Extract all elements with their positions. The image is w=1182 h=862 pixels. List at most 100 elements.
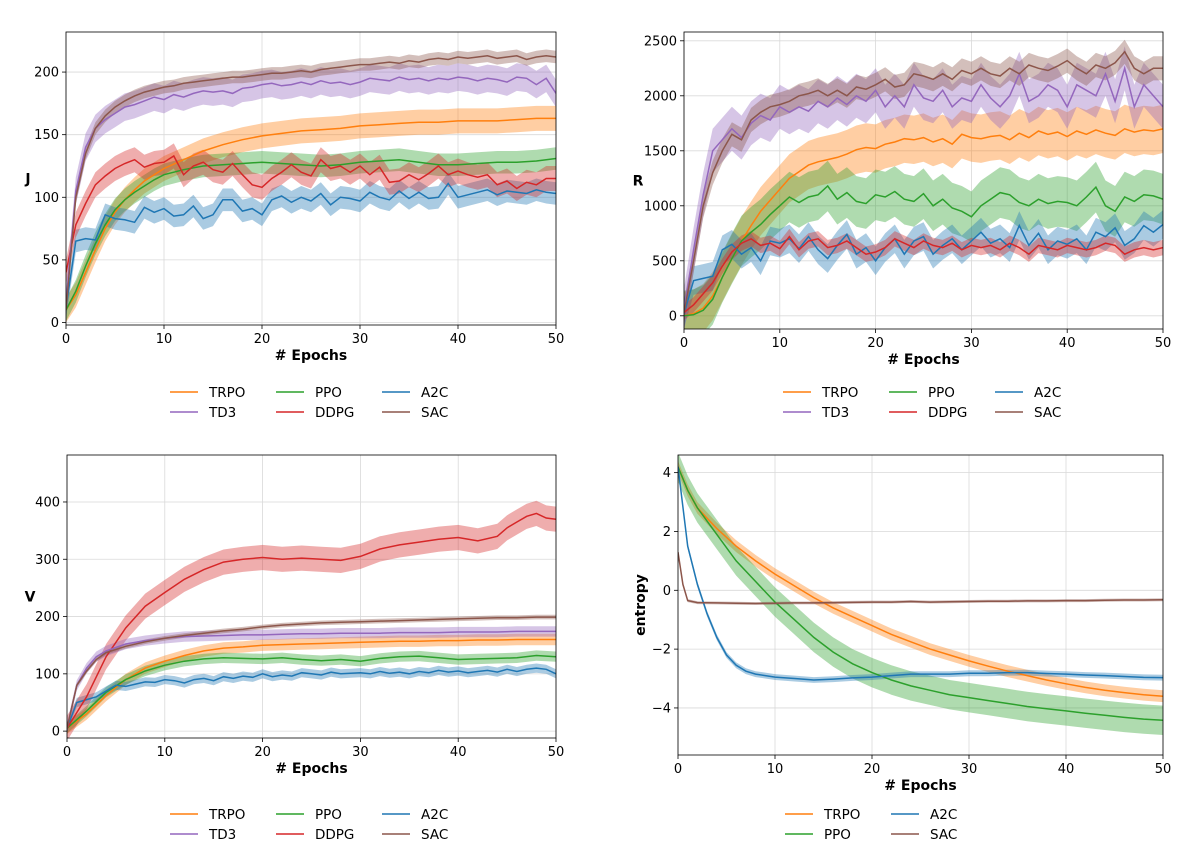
x-tick-label: 30 — [961, 762, 978, 777]
legend-label-a2c: A2C — [421, 385, 448, 401]
x-tick-label: 0 — [63, 745, 71, 760]
x-tick-label: 50 — [1155, 336, 1172, 351]
legend-label-ppo: PPO — [824, 827, 851, 843]
y-axis-label: R — [633, 174, 644, 190]
legend-label-sac: SAC — [421, 827, 448, 843]
series-line-ddpg — [66, 154, 556, 273]
legend-label-td3: TD3 — [208, 827, 236, 843]
y-axis-label: V — [25, 590, 36, 606]
band-ppo — [66, 147, 556, 322]
x-tick-label: 40 — [1058, 762, 1075, 777]
series-line-a2c — [67, 667, 556, 729]
y-tick-label: 100 — [34, 191, 59, 206]
series-line-sac — [684, 50, 1163, 313]
band-ddpg — [684, 228, 1163, 321]
plot-area — [678, 455, 1163, 735]
legend-label-trpo: TRPO — [208, 807, 245, 823]
y-tick-label: 2000 — [644, 89, 677, 104]
band-td3 — [66, 63, 556, 318]
x-axis-label: # Epochs — [275, 761, 347, 777]
x-tick-label: 50 — [1155, 762, 1172, 777]
series-line-sac — [67, 616, 556, 729]
x-tick-label: 10 — [156, 332, 173, 347]
subplot-3: 0 10 20 30 40 50 0 100 200 300 400 # Epochs V TRPO TD3… — [25, 454, 565, 843]
series-line-a2c — [678, 466, 1163, 681]
y-tick-label: 0 — [663, 584, 671, 599]
legend-label-ppo: PPO — [315, 807, 342, 823]
series-line-a2c — [684, 223, 1163, 314]
x-axis-label: # Epochs — [887, 352, 959, 368]
series-line-td3 — [67, 630, 556, 729]
legend: TRPO TD3 PPO DDPG A2C SAC — [170, 807, 448, 843]
x-tick-label: 20 — [254, 745, 271, 760]
band-trpo — [66, 105, 556, 323]
y-tick-label: 4 — [663, 466, 671, 481]
band-td3 — [684, 46, 1163, 329]
x-tick-label: 30 — [352, 332, 369, 347]
x-tick-label: 50 — [548, 332, 565, 347]
series-line-ddpg — [684, 235, 1163, 314]
legend-label-a2c: A2C — [930, 807, 957, 823]
series-line-sac — [66, 55, 556, 311]
x-tick-label: 50 — [548, 745, 565, 760]
band-ppo — [678, 455, 1163, 735]
plot-area — [684, 39, 1163, 329]
y-tick-label: 0 — [52, 725, 60, 740]
legend-label-ddpg: DDPG — [315, 405, 354, 421]
x-tick-label: 20 — [254, 332, 271, 347]
plot-area — [66, 49, 556, 323]
series-line-ppo — [67, 654, 556, 729]
legend-label-sac: SAC — [1034, 405, 1061, 421]
y-tick-label: 2500 — [644, 34, 677, 49]
x-tick-label: 40 — [450, 332, 467, 347]
legend-label-td3: TD3 — [208, 405, 236, 421]
y-tick-label: 300 — [35, 553, 60, 568]
series-line-a2c — [66, 182, 556, 308]
y-tick-label: 500 — [652, 254, 677, 269]
y-tick-label: 1000 — [644, 199, 677, 214]
band-ddpg — [67, 500, 556, 738]
subplot-1: 0 10 20 30 40 50 0 50 100 150 200 # Epochs J TRPO TD3 P… — [24, 31, 565, 421]
legend-label-a2c: A2C — [1034, 385, 1061, 401]
legend-label-ddpg: DDPG — [315, 827, 354, 843]
y-tick-label: 2 — [663, 525, 671, 540]
x-tick-label: 20 — [867, 336, 884, 351]
y-tick-label: 400 — [35, 495, 60, 510]
subplot-4: 0 10 20 30 40 50 −4 −2 0 2 4 # Epochs entropy TRPO PPO… — [633, 454, 1172, 843]
x-tick-label: 20 — [864, 762, 881, 777]
axes-frame — [66, 454, 557, 739]
series-line-ppo — [66, 157, 556, 311]
series-line-trpo — [684, 127, 1163, 317]
y-tick-label: 50 — [42, 253, 59, 268]
x-axis-label: # Epochs — [884, 778, 956, 794]
x-tick-label: 40 — [1059, 336, 1076, 351]
plot-area — [67, 500, 556, 738]
legend-label-td3: TD3 — [821, 405, 849, 421]
x-tick-label: 10 — [157, 745, 174, 760]
x-tick-label: 0 — [680, 336, 688, 351]
x-tick-label: 0 — [674, 762, 682, 777]
legend-label-trpo: TRPO — [821, 385, 858, 401]
x-axis-label: # Epochs — [275, 348, 347, 364]
series-line-sac — [678, 551, 1163, 605]
series-line-ppo — [678, 466, 1163, 722]
series-line-ddpg — [67, 512, 556, 729]
band-ddpg — [66, 143, 556, 285]
band-a2c — [684, 210, 1163, 328]
legend-label-ddpg: DDPG — [928, 405, 967, 421]
y-tick-label: 0 — [669, 309, 677, 324]
band-ppo — [684, 160, 1163, 329]
series-line-trpo — [66, 117, 556, 311]
series-line-ppo — [684, 184, 1163, 317]
x-tick-label: 30 — [352, 745, 369, 760]
legend: TRPO PPO A2C SAC — [785, 807, 957, 843]
legend: TRPO TD3 PPO DDPG A2C SAC — [783, 385, 1061, 421]
y-tick-label: −2 — [652, 643, 671, 658]
legend: TRPO TD3 PPO DDPG A2C SAC — [170, 385, 448, 421]
y-tick-label: 100 — [35, 667, 60, 682]
series-line-td3 — [684, 65, 1163, 311]
y-axis-label: J — [24, 172, 30, 188]
y-tick-label: 0 — [51, 316, 59, 331]
x-tick-label: 10 — [772, 336, 789, 351]
